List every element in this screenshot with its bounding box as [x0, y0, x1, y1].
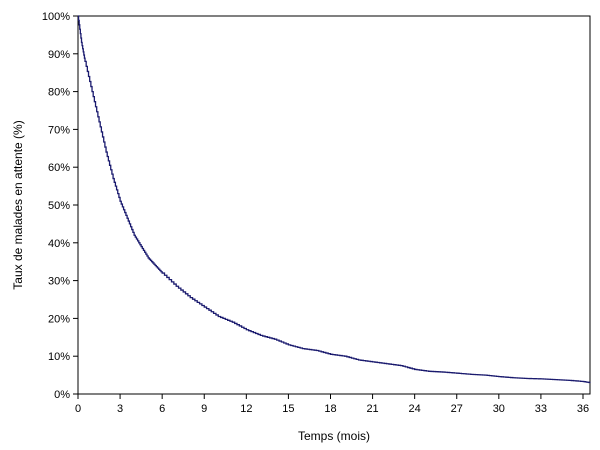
x-axis-title: Temps (mois) — [298, 429, 370, 443]
y-tick-label: 10% — [48, 351, 70, 363]
x-tick-label: 30 — [493, 403, 505, 415]
x-tick-label: 6 — [159, 403, 165, 415]
y-axis-title: Taux de malades en attente (%) — [11, 120, 25, 289]
x-tick-label: 27 — [451, 403, 463, 415]
y-tick-label: 60% — [48, 162, 70, 174]
series-line — [77, 15, 591, 384]
plot-frame — [77, 15, 591, 395]
x-tick-label: 0 — [75, 403, 81, 415]
x-tick-label: 18 — [324, 403, 336, 415]
x-tick-label: 36 — [577, 403, 589, 415]
y-tick-label: 90% — [48, 49, 70, 61]
y-tick-label: 100% — [42, 11, 70, 23]
y-tick-label: 30% — [48, 276, 70, 288]
x-tick-label: 12 — [240, 403, 252, 415]
x-tick-label: 3 — [117, 403, 123, 415]
x-tick-label: 24 — [409, 403, 421, 415]
y-tick-label: 40% — [48, 238, 70, 250]
y-tick-label: 20% — [48, 313, 70, 325]
x-axis: 0 3 6 9 12 15 18 21 24 27 30 33 36 — [75, 394, 589, 415]
y-tick-label: 50% — [48, 200, 70, 212]
y-tick-label: 0% — [54, 389, 70, 401]
y-axis: 0% 10% 20% 30% 40% 50% 60% 70% 80% 90% 100% — [42, 11, 78, 401]
x-tick-label: 33 — [535, 403, 547, 415]
y-tick-label: 80% — [48, 87, 70, 99]
y-tick-label: 70% — [48, 124, 70, 136]
x-tick-label: 9 — [201, 403, 207, 415]
x-tick-label: 21 — [366, 403, 378, 415]
x-tick-label: 15 — [282, 403, 294, 415]
